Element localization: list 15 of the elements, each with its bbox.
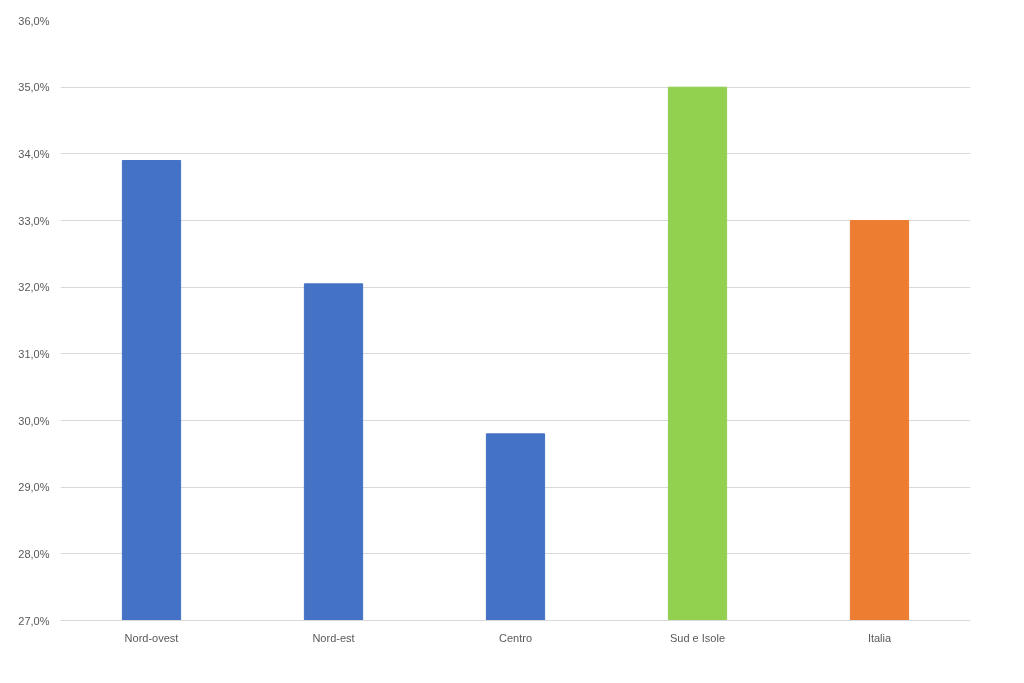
x-tick-label: Nord-est [312, 631, 355, 644]
y-tick-label: 27,0% [18, 614, 50, 627]
y-tick-label: 31,0% [18, 347, 50, 360]
y-tick-label: 30,0% [18, 414, 50, 427]
x-tick-label: Sud e Isole [669, 631, 726, 644]
y-tick-label: 34,0% [18, 147, 50, 160]
y-tick-label: 36,0% [18, 14, 50, 27]
x-tick-label: Italia [867, 631, 892, 644]
x-tick-label: Centro [498, 631, 533, 644]
y-tick-label: 29,0% [18, 481, 50, 494]
x-tick-label: Nord-ovest [124, 631, 179, 644]
y-tick-label: 32,0% [18, 281, 50, 294]
y-tick-label: 28,0% [18, 547, 50, 560]
y-tick-label: 33,0% [18, 214, 50, 227]
y-tick-label: 35,0% [18, 81, 50, 94]
